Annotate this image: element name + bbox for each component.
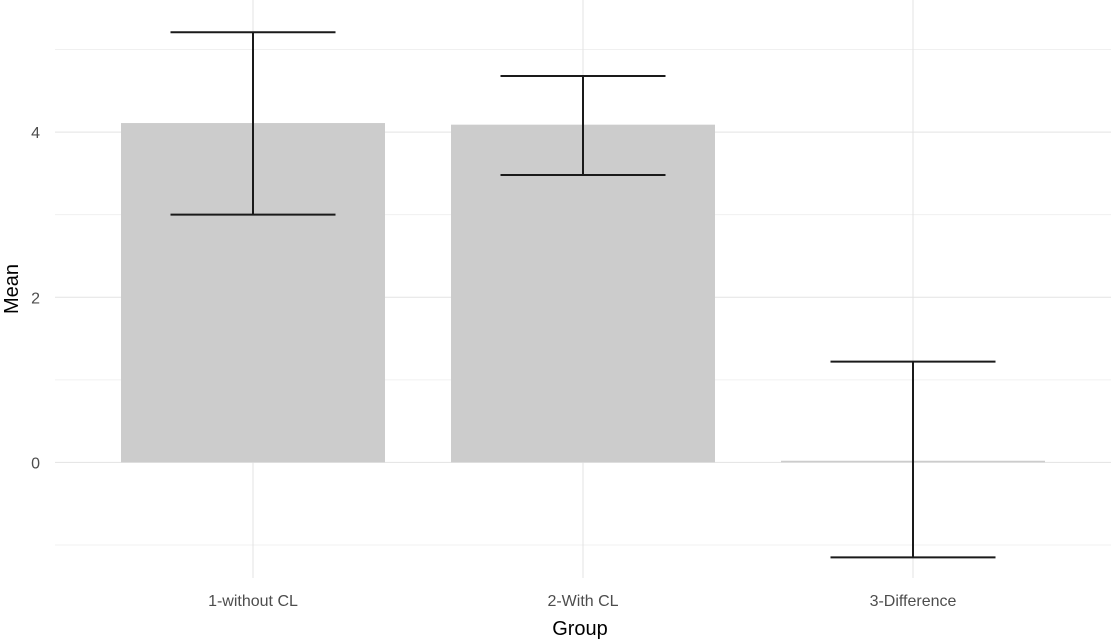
x-axis-title: Group <box>552 618 608 640</box>
error-bars <box>170 31 996 559</box>
x-axis-tick-labels: 1-without CL 2-With CL 3-Difference <box>208 593 956 610</box>
x-tick-label: 3-Difference <box>870 593 957 610</box>
y-tick-label: 0 <box>31 455 40 472</box>
y-tick-label: 4 <box>31 125 40 142</box>
y-axis-title: Mean <box>1 264 23 314</box>
bar-2 <box>451 124 715 463</box>
y-tick-label: 2 <box>31 290 40 307</box>
x-tick-label: 2-With CL <box>547 593 618 610</box>
x-tick-label: 1-without CL <box>208 593 298 610</box>
y-axis-tick-labels: 0 2 4 <box>31 125 40 472</box>
